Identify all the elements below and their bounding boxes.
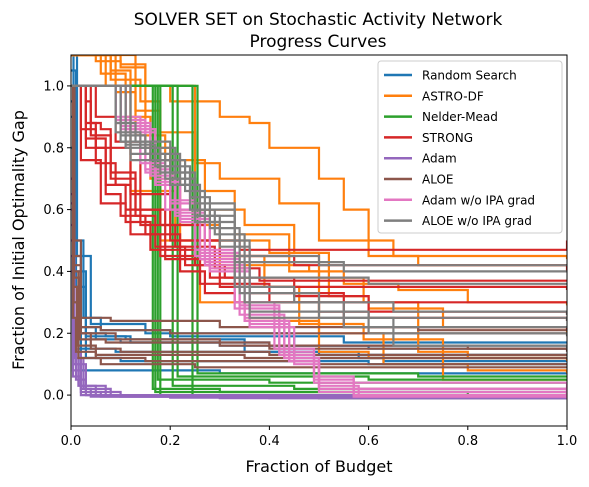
legend-entry-label: Adam w/o IPA grad — [422, 193, 535, 207]
curve-astro-df-1 — [71, 55, 567, 260]
curve-strong-5 — [71, 84, 567, 304]
y-tick-label: 0.6 — [43, 203, 64, 218]
legend-entry-label: Adam — [422, 152, 457, 166]
curve-aloe-w-o-ipa-grad-5 — [71, 84, 567, 321]
legend-entry-label: Nelder-Mead — [422, 110, 498, 124]
x-tick-label: 1.0 — [557, 434, 578, 449]
x-tick-label: 0.4 — [259, 434, 280, 449]
curve-nelder-mead-7 — [71, 84, 567, 378]
legend-entry-label: STRONG — [422, 131, 473, 145]
y-tick-label: 0.8 — [43, 141, 64, 156]
curve-astro-df-8 — [71, 55, 567, 362]
chart-title: SOLVER SET on Stochastic Activity Networ… — [134, 10, 503, 30]
curve-strong-8 — [71, 84, 567, 282]
legend: Random Search ASTRO-DF Nelder-Mead STRONG Ad… — [377, 60, 563, 234]
x-tick-label: 0.8 — [457, 434, 478, 449]
curve-aloe-w-o-ipa-grad-8 — [71, 84, 567, 349]
x-tick-label: 0.2 — [160, 434, 181, 449]
y-tick-label: 0.0 — [43, 389, 64, 404]
legend-entry-label: ASTRO-DF — [422, 89, 484, 103]
y-tick-label: 0.4 — [43, 265, 64, 280]
y-axis-label: Fraction of Initial Optimality Gap — [9, 110, 28, 370]
y-tick-label: 1.0 — [43, 79, 64, 94]
y-tick-label: 0.2 — [43, 327, 64, 342]
curve-astro-df-7 — [71, 55, 567, 360]
x-tick-label: 0.0 — [61, 434, 82, 449]
curve-adam-w-o-ipa-grad-8 — [71, 84, 567, 399]
chart-subtitle: Progress Curves — [250, 32, 387, 52]
legend-entry-label: ALOE w/o IPA grad — [422, 214, 532, 228]
legend-entry-label: Random Search — [422, 69, 517, 83]
curve-aloe-w-o-ipa-grad-7 — [71, 84, 567, 337]
x-axis-ticks: 0.0 0.2 0.4 0.6 0.8 1.0 — [61, 426, 578, 449]
legend-box — [377, 60, 563, 234]
x-axis-label: Fraction of Budget — [245, 457, 392, 476]
plot-frame — [70, 54, 568, 427]
y-axis-ticks: 0.0 0.2 0.4 0.6 0.8 1.0 — [43, 79, 71, 404]
legend-entry-label: ALOE — [422, 173, 454, 187]
x-tick-label: 0.6 — [358, 434, 379, 449]
curve-strong-7 — [71, 84, 567, 321]
curves-layer — [71, 55, 567, 400]
